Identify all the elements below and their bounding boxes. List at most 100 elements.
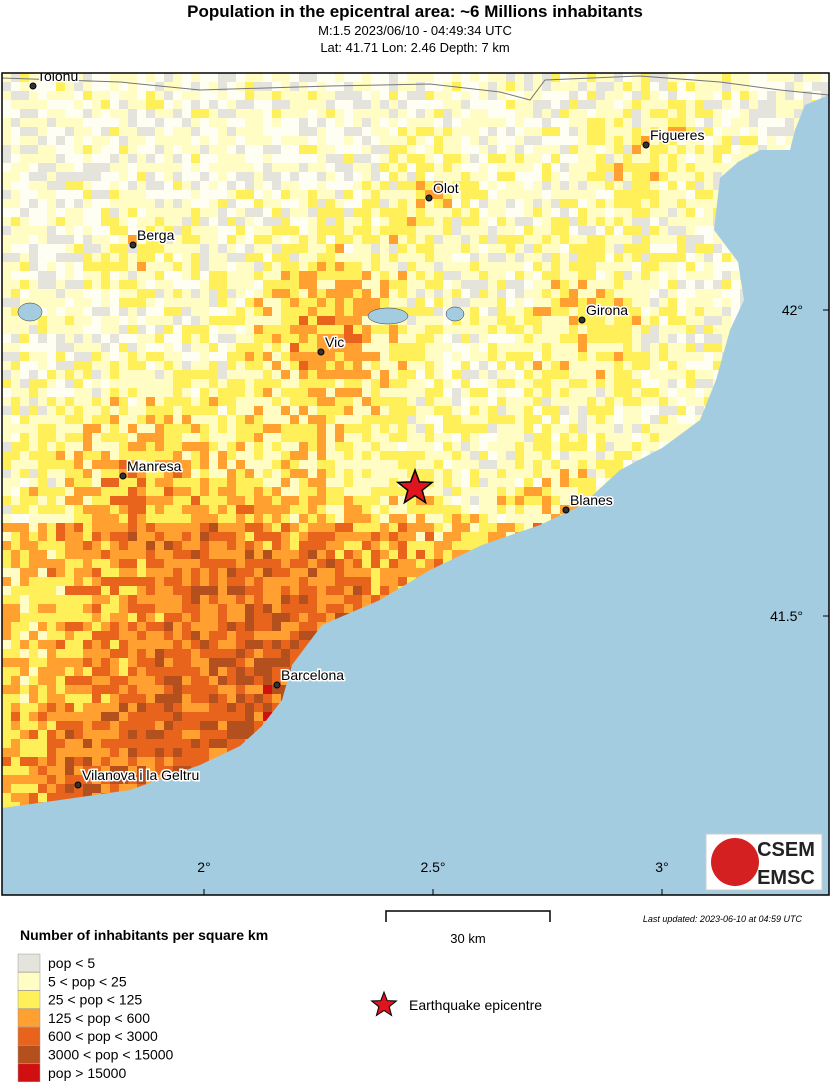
pop-cell	[425, 541, 434, 550]
pop-cell	[317, 325, 326, 334]
pop-cell	[326, 379, 335, 388]
pop-cell	[605, 262, 614, 271]
pop-cell	[263, 217, 272, 226]
pop-cell	[353, 109, 362, 118]
pop-cell	[686, 262, 695, 271]
pop-cell	[569, 298, 578, 307]
pop-cell	[335, 289, 344, 298]
pop-cell	[200, 352, 209, 361]
pop-cell	[245, 631, 254, 640]
pop-cell	[155, 91, 164, 100]
pop-cell	[272, 307, 281, 316]
pop-cell	[218, 514, 227, 523]
pop-cell	[56, 568, 65, 577]
pop-cell	[353, 442, 362, 451]
pop-cell	[524, 478, 533, 487]
pop-cell	[155, 109, 164, 118]
pop-cell	[47, 496, 56, 505]
pop-cell	[20, 424, 29, 433]
pop-cell	[299, 424, 308, 433]
pop-cell	[326, 145, 335, 154]
pop-cell	[65, 118, 74, 127]
pop-cell	[578, 379, 587, 388]
pop-cell	[650, 280, 659, 289]
pop-cell	[389, 163, 398, 172]
pop-cell	[434, 460, 443, 469]
pop-cell	[119, 91, 128, 100]
pop-cell	[191, 514, 200, 523]
pop-cell	[83, 154, 92, 163]
pop-cell	[605, 397, 614, 406]
pop-cell	[434, 109, 443, 118]
pop-cell	[542, 199, 551, 208]
pop-cell	[101, 127, 110, 136]
pop-cell	[416, 496, 425, 505]
pop-cell	[191, 433, 200, 442]
pop-cell	[371, 298, 380, 307]
pop-cell	[263, 451, 272, 460]
pop-cell	[506, 73, 515, 82]
pop-cell	[83, 397, 92, 406]
pop-cell	[677, 235, 686, 244]
pop-cell	[47, 118, 56, 127]
pop-cell	[317, 361, 326, 370]
pop-cell	[578, 406, 587, 415]
pop-cell	[551, 217, 560, 226]
pop-cell	[191, 577, 200, 586]
pop-cell	[398, 487, 407, 496]
pop-cell	[344, 514, 353, 523]
pop-cell	[434, 199, 443, 208]
pop-cell	[128, 271, 137, 280]
pop-cell	[137, 154, 146, 163]
pop-cell	[137, 226, 146, 235]
pop-cell	[344, 388, 353, 397]
pop-cell	[650, 253, 659, 262]
pop-cell	[398, 370, 407, 379]
pop-cell	[695, 316, 704, 325]
pop-cell	[380, 298, 389, 307]
pop-cell	[173, 109, 182, 118]
pop-cell	[524, 469, 533, 478]
pop-cell	[272, 505, 281, 514]
pop-cell	[83, 343, 92, 352]
pop-cell	[713, 82, 722, 91]
pop-cell	[2, 559, 11, 568]
pop-cell	[335, 541, 344, 550]
pop-cell	[425, 361, 434, 370]
pop-cell	[695, 406, 704, 415]
pop-cell	[533, 496, 542, 505]
pop-cell	[506, 316, 515, 325]
pop-cell	[20, 460, 29, 469]
pop-cell	[686, 352, 695, 361]
pop-cell	[83, 352, 92, 361]
pop-cell	[560, 217, 569, 226]
pop-cell	[164, 235, 173, 244]
pop-cell	[497, 118, 506, 127]
pop-cell	[290, 496, 299, 505]
pop-cell	[326, 226, 335, 235]
pop-cell	[11, 118, 20, 127]
pop-cell	[137, 307, 146, 316]
pop-cell	[272, 208, 281, 217]
pop-cell	[578, 145, 587, 154]
pop-cell	[11, 199, 20, 208]
pop-cell	[92, 631, 101, 640]
pop-cell	[353, 352, 362, 361]
pop-cell	[56, 91, 65, 100]
pop-cell	[605, 442, 614, 451]
pop-cell	[272, 397, 281, 406]
pop-cell	[200, 622, 209, 631]
pop-cell	[245, 190, 254, 199]
pop-cell	[389, 487, 398, 496]
pop-cell	[29, 73, 38, 82]
pop-cell	[299, 514, 308, 523]
pop-cell	[263, 190, 272, 199]
pop-cell	[236, 397, 245, 406]
pop-cell	[74, 379, 83, 388]
pop-cell	[209, 460, 218, 469]
pop-cell	[344, 343, 353, 352]
pop-cell	[614, 460, 623, 469]
pop-cell	[569, 289, 578, 298]
pop-cell	[119, 208, 128, 217]
pop-cell	[272, 100, 281, 109]
